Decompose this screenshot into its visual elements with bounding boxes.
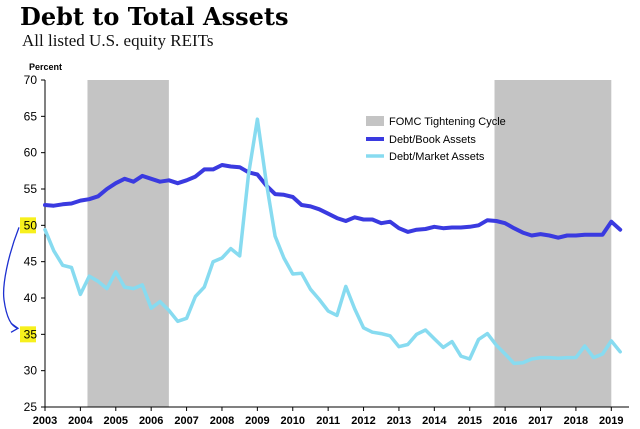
x-tick-label: 2015 bbox=[457, 415, 481, 427]
x-tick-label: 2007 bbox=[174, 415, 198, 427]
legend-swatch-fomc bbox=[366, 116, 384, 126]
y-axis-label: Percent bbox=[29, 62, 62, 72]
x-tick-label: 2009 bbox=[245, 415, 269, 427]
fomc-shade-1 bbox=[87, 80, 169, 407]
chart-title: Debt to Total Assets bbox=[20, 2, 289, 31]
series-lines bbox=[43, 117, 623, 366]
x-tick-label: 2019 bbox=[599, 415, 623, 427]
shaded-periods bbox=[87, 80, 612, 407]
legend-label: FOMC Tightening Cycle bbox=[389, 116, 506, 128]
y-tick-label: 65 bbox=[24, 109, 38, 123]
x-tick-label: 2005 bbox=[104, 415, 128, 427]
x-tick-label: 2010 bbox=[281, 415, 305, 427]
x-tick-label: 2004 bbox=[68, 415, 93, 427]
tick-highlight-35 bbox=[20, 326, 36, 343]
x-tick-label: 2012 bbox=[351, 415, 375, 427]
x-tick-label: 2008 bbox=[210, 415, 234, 427]
x-tick-label: 2006 bbox=[139, 415, 163, 427]
x-tick-label: 2011 bbox=[316, 415, 340, 427]
annotation-arrowhead bbox=[10, 322, 20, 333]
y-tick-label: 60 bbox=[24, 146, 38, 160]
annotation bbox=[2, 227, 20, 333]
y-tick-label: 40 bbox=[24, 291, 38, 305]
tick-highlight-50 bbox=[20, 217, 36, 234]
x-tick-label: 2003 bbox=[33, 415, 57, 427]
y-tick-label: 30 bbox=[24, 364, 38, 378]
annotation-arrow bbox=[2, 227, 20, 329]
y-tick-label: 45 bbox=[24, 255, 38, 269]
y-tick-label: 70 bbox=[24, 73, 38, 87]
y-tick-label: 25 bbox=[24, 400, 38, 414]
x-tick-label: 2016 bbox=[493, 415, 517, 427]
x-tick-label: 2017 bbox=[528, 415, 552, 427]
x-tick-label: 2018 bbox=[564, 415, 588, 427]
x-tick-label: 2013 bbox=[387, 415, 411, 427]
series-line-debt-market-assets bbox=[43, 117, 622, 366]
y-tick-label: 35 bbox=[24, 327, 38, 341]
x-tick-label: 2014 bbox=[422, 415, 447, 427]
legend-label: Debt/Book Assets bbox=[389, 134, 476, 146]
legend: FOMC Tightening Cycle Debt/Book Assets Deb… bbox=[366, 116, 506, 163]
chart-subtitle: All listed U.S. equity REITs bbox=[22, 31, 214, 50]
y-tick-label: 50 bbox=[24, 218, 38, 232]
legend-label: Debt/Market Assets bbox=[389, 151, 485, 163]
series-line-debt-book-assets bbox=[43, 163, 623, 240]
y-tick-label: 55 bbox=[24, 182, 38, 196]
